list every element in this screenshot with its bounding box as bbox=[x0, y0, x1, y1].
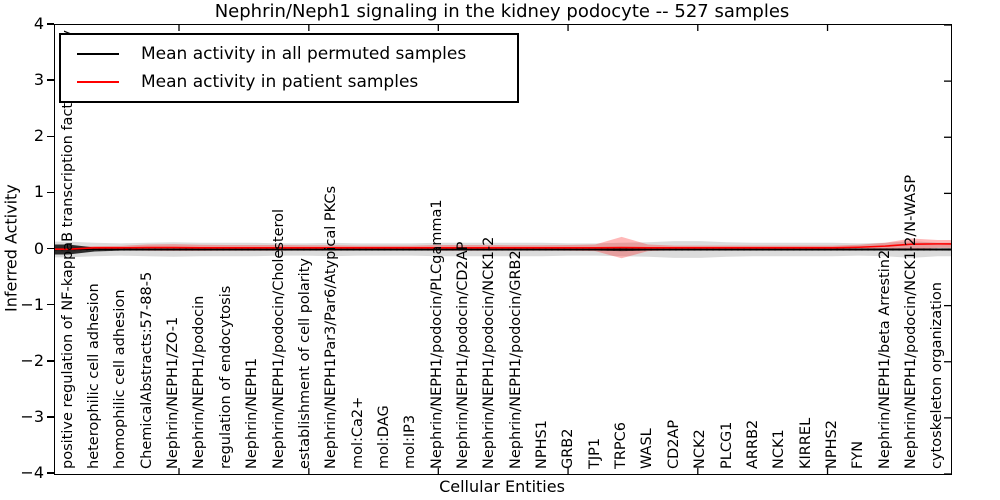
y-tick-label: −2 bbox=[20, 350, 44, 370]
entity-label: Nephrin/NEPH1Par3/Par6/Atypical PKCs bbox=[323, 185, 340, 469]
entity-label: PLCG1 bbox=[718, 421, 735, 469]
entity-label: Nephrin/NEPH1/podocin/NCK1-2 bbox=[481, 236, 498, 469]
entity-label: KIRREL bbox=[797, 417, 814, 469]
patient-line-swatch bbox=[77, 81, 119, 83]
entity-label: NCK2 bbox=[692, 429, 709, 469]
entity-label: Nephrin/NEPH1/podocin bbox=[191, 295, 208, 469]
y-tick-left bbox=[47, 303, 54, 306]
entity-label: TJP1 bbox=[586, 437, 603, 469]
entity-label: FYN bbox=[850, 440, 867, 469]
entity-label: ARRB2 bbox=[744, 419, 761, 469]
chart-title: Nephrin/Neph1 signaling in the kidney po… bbox=[214, 1, 790, 22]
y-tick-label: 3 bbox=[33, 70, 44, 90]
permuted-line-swatch bbox=[77, 53, 119, 55]
entity-label: NPHS1 bbox=[534, 420, 551, 469]
entity-label: heterophilic cell adhesion bbox=[86, 283, 103, 469]
entity-label: Nephrin/NEPH1/podocin/CD2AP bbox=[454, 241, 471, 469]
y-tick-label: −4 bbox=[20, 463, 44, 482]
legend-label-patient: Mean activity in patient samples bbox=[141, 72, 419, 92]
y-tick-left bbox=[47, 416, 54, 418]
entity-label: mol:IP3 bbox=[402, 414, 419, 469]
y-tick-label: 2 bbox=[33, 126, 44, 146]
entity-label: Nephrin/NEPH1 bbox=[244, 357, 261, 469]
entity-label: Nephrin/NEPH1/ZO-1 bbox=[165, 316, 182, 469]
legend-item-permuted: Mean activity in all permuted samples bbox=[77, 40, 517, 68]
chart-canvas bbox=[55, 25, 951, 474]
entity-label: mol:Ca2+ bbox=[349, 396, 366, 469]
entity-label: WASL bbox=[639, 428, 656, 469]
entity-label: Nephrin/NEPH1/beta Arrestin2 bbox=[876, 249, 893, 469]
entity-label: cytoskeleton organization bbox=[929, 282, 946, 469]
y-tick-left bbox=[47, 135, 54, 137]
y-tick-left bbox=[47, 360, 54, 362]
y-tick-left bbox=[47, 191, 54, 194]
entity-label: NPHS2 bbox=[823, 420, 840, 469]
patient-mean-line bbox=[55, 243, 951, 251]
entity-label: mol:DAG bbox=[375, 405, 392, 469]
y-tick-left bbox=[47, 472, 54, 474]
entity-label: Nephrin/NEPH1/podocin/Cholesterol bbox=[270, 208, 287, 469]
entity-label: Nephrin/NEPH1/podocin/PLCgamma1 bbox=[428, 199, 445, 469]
legend: Mean activity in all permuted samples Me… bbox=[59, 33, 519, 103]
legend-label-permuted: Mean activity in all permuted samples bbox=[141, 44, 467, 64]
entity-label: Nephrin/NEPH1/podocin/NCK1-2/N-WASP bbox=[902, 174, 919, 469]
entity-label: ChemicalAbstracts:57-88-5 bbox=[138, 271, 155, 469]
entity-label: Nephrin/NEPH1/podocin/GRB2 bbox=[507, 250, 524, 469]
y-tick-left bbox=[47, 79, 54, 81]
x-axis-label: Cellular Entities bbox=[439, 477, 565, 496]
y-tick-left bbox=[47, 247, 54, 250]
y-tick-label: 4 bbox=[33, 14, 44, 33]
entity-label: TRPC6 bbox=[613, 421, 630, 469]
entity-label: NCK1 bbox=[771, 429, 788, 469]
entity-label: regulation of endocytosis bbox=[217, 285, 234, 469]
entity-label: CD2AP bbox=[665, 419, 682, 469]
y-tick-label: 0 bbox=[33, 238, 44, 258]
entity-label: homophilic cell adhesion bbox=[112, 289, 129, 469]
y-tick-label: −1 bbox=[20, 294, 44, 314]
entity-label: GRB2 bbox=[560, 428, 577, 469]
y-tick-label: 1 bbox=[33, 182, 44, 202]
entity-label: establishment of cell polarity bbox=[296, 258, 313, 469]
y-tick-left bbox=[47, 23, 54, 25]
legend-item-patient: Mean activity in patient samples bbox=[77, 68, 517, 96]
y-tick-label: −3 bbox=[20, 406, 44, 426]
